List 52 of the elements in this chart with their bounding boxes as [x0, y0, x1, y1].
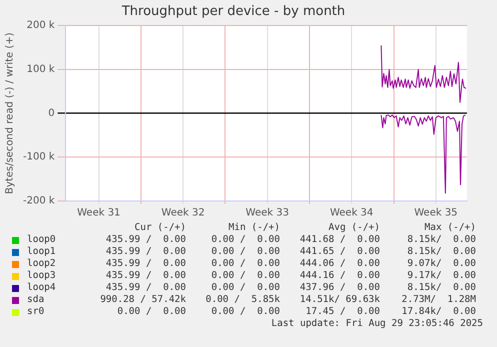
text: 0.00 / 0.00	[210, 258, 280, 270]
text: 437.96 / 0.00	[298, 282, 380, 294]
text: 9.17k/ 0.00	[406, 270, 476, 282]
x-tick-label: Week 35	[414, 208, 458, 219]
text: 8.15k/ 0.00	[406, 234, 476, 246]
text: 2.73M/ 1.28M	[400, 294, 476, 306]
text: 8.15k/ 0.00	[406, 282, 476, 294]
y-tick-label: 100 k	[26, 64, 55, 76]
text: 0.00 / 0.00	[116, 306, 186, 318]
text: 435.99 / 0.00	[104, 270, 186, 282]
text: 8.15k/ 0.00	[406, 246, 476, 258]
y-tick-label: 0	[48, 108, 55, 119]
text: 441.68 / 0.00	[298, 234, 380, 246]
text: 441.65 / 0.00	[298, 246, 380, 258]
y-axis-title: Bytes/second read (-) / write (+)	[4, 32, 16, 194]
legend-label: loop0	[27, 234, 56, 246]
text: 0.00 / 0.00	[210, 282, 280, 294]
text: 14.51k/ 69.63k	[298, 294, 380, 306]
x-tick-label: Week 32	[161, 208, 205, 219]
text: 0.00 / 5.85k	[204, 294, 280, 306]
text: 444.16 / 0.00	[298, 270, 380, 282]
text: Max (-/+)	[424, 222, 476, 234]
text: Cur (-/+)	[134, 222, 186, 234]
text: Avg (-/+)	[328, 222, 380, 234]
text: 0.00 / 0.00	[210, 270, 280, 282]
text: 9.07k/ 0.00	[406, 258, 476, 270]
text: 444.06 / 0.00	[298, 258, 380, 270]
x-tick-label: Week 33	[246, 208, 289, 219]
text: Last update: Fri Aug 29 23:05:46 2025	[270, 318, 484, 330]
text: 435.99 / 0.00	[104, 258, 186, 270]
text: 0.00 / 0.00	[210, 234, 280, 246]
text: 435.99 / 0.00	[104, 234, 186, 246]
y-tick-label: -200 k	[22, 196, 55, 207]
chart-title: Throughput per device - by month	[120, 4, 346, 20]
text: 0.00 / 0.00	[210, 246, 280, 258]
y-tick-label: -100 k	[22, 152, 55, 163]
text: Min (-/+)	[228, 222, 280, 234]
x-tick-label: Week 31	[77, 208, 120, 219]
legend-label: loop4	[27, 282, 56, 294]
legend-label: loop3	[27, 270, 56, 282]
text: 17.84k/ 0.00	[400, 306, 476, 318]
text: 435.99 / 0.00	[104, 282, 186, 294]
y-tick-label: 200 k	[26, 20, 55, 32]
x-tick-label: Week 34	[330, 208, 374, 219]
text: 990.28 / 57.42k	[99, 294, 186, 306]
legend-label: sr0	[27, 306, 44, 318]
text: 435.99 / 0.00	[104, 246, 186, 258]
text: 0.00 / 0.00	[210, 306, 280, 318]
legend-label: sda	[27, 294, 44, 306]
legend-label: loop2	[27, 258, 56, 270]
text: 17.45 / 0.00	[304, 306, 380, 318]
legend-label: loop1	[27, 246, 56, 258]
